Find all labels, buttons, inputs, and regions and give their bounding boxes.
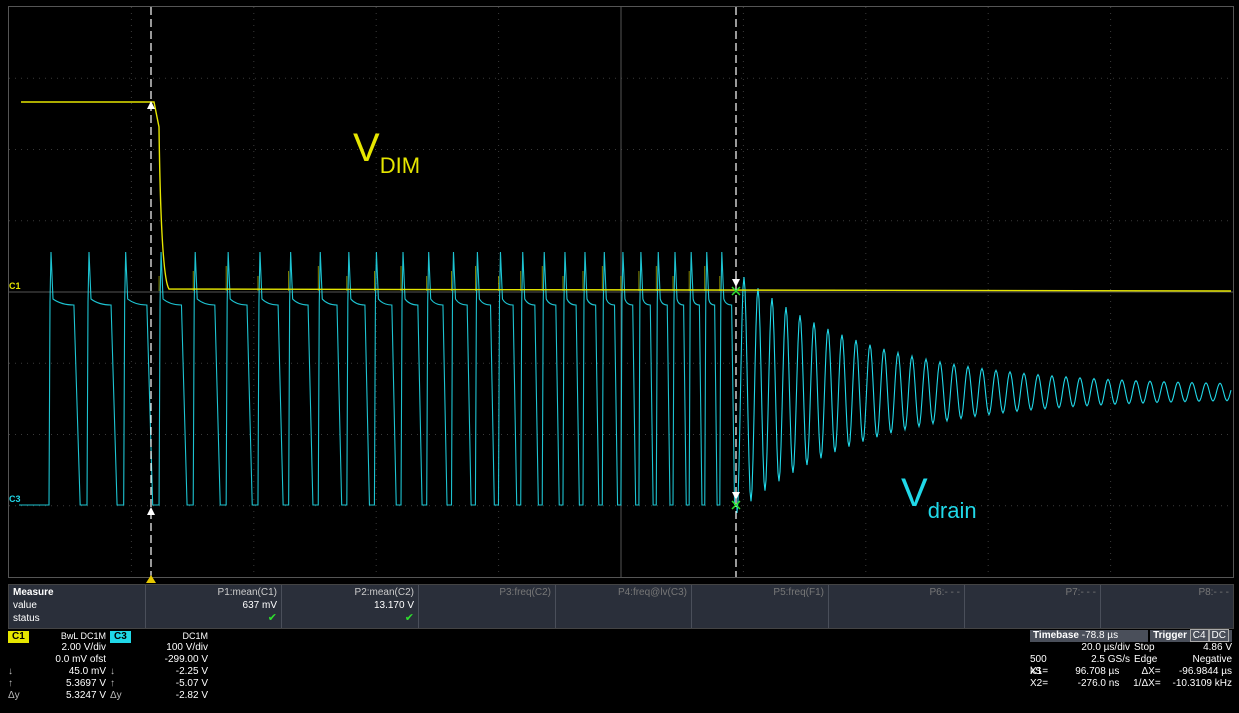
c1-row: 2.00 V/div [61, 642, 106, 653]
cursor-arrow-icon [147, 101, 155, 109]
measure-param-p2[interactable]: P2:mean(C2) 13.170 V ✔ [282, 585, 419, 628]
vdrain-sub-text: drain [927, 498, 977, 523]
measure-param-p1[interactable]: P1:mean(C1) 637 mV ✔ [146, 585, 282, 628]
status-check-icon: ✔ [267, 612, 277, 624]
trigger-descriptor[interactable]: Trigger C4 DC [1150, 629, 1232, 642]
waveform-canvas [9, 7, 1233, 577]
measure-title[interactable]: Measure [13, 587, 54, 598]
vdim-sub-text: DIM [379, 153, 421, 178]
vdim-annotation: VDIM [353, 126, 420, 178]
c3-mode: DC1M [182, 631, 208, 641]
waveform-display[interactable]: VDIM Vdrain [8, 6, 1234, 578]
measure-param-p3[interactable]: P3:freq(C2) [419, 585, 556, 628]
c1-vdim-trace [21, 101, 1232, 292]
status-check-icon: ✔ [404, 612, 414, 624]
c3-row: 100 V/div [166, 642, 208, 653]
param-name: P5:freq(F1) [773, 587, 824, 598]
c1-row: Δy 5.3247 V [8, 690, 106, 701]
cursor-arrow-icon [732, 279, 740, 287]
c1-row: ↓ 45.0 mV [8, 666, 106, 677]
channel-c1-descriptor[interactable]: C1 BwL DC1M 2.00 V/div 0.0 mV ofst ↓ 45.0… [8, 630, 106, 712]
c1-level-tag[interactable]: C1 [9, 281, 21, 291]
param-name: P1:mean(C1) [217, 587, 277, 598]
param-value: 13.170 V [373, 600, 414, 611]
param-name: P3:freq(C2) [499, 587, 551, 598]
param-name: P2:mean(C2) [354, 587, 414, 598]
timebase-descriptor[interactable]: Timebase -78.8 µs [1030, 630, 1149, 642]
vdrain-annotation: Vdrain [901, 471, 977, 523]
param-name: P4:freq@lv(C3) [617, 587, 687, 598]
c1-header: C1 BwL DC1M [8, 630, 106, 643]
measure-param-p4[interactable]: P4:freq@lv(C3) [556, 585, 692, 628]
c3-drain-trace [19, 251, 736, 506]
param-value: 637 mV [242, 600, 277, 611]
c1-mode: BwL DC1M [60, 631, 106, 641]
c1-badge: C1 [8, 631, 29, 643]
measure-param-p7[interactable]: P7:- - - [965, 585, 1101, 628]
cursor-cross-icon [731, 500, 741, 510]
c3-badge: C3 [110, 631, 131, 643]
cursor-row: X2= -276.0 ns 1/ΔX= -10.3109 kHz [1030, 678, 1232, 689]
timebase-row: 20.0 µs/div Stop 4.86 V [1081, 642, 1232, 653]
c3-row: -299.00 V [164, 654, 208, 665]
cursor-arrow-icon [732, 492, 740, 500]
cursor-cross-icon [731, 286, 741, 296]
c3-ringing-trace [736, 276, 1232, 514]
channel-info-panel: C1 BwL DC1M 2.00 V/div 0.0 mV ofst ↓ 45.0… [8, 630, 208, 712]
param-name: P7:- - - [1065, 587, 1096, 598]
c3-header: C3 DC1M [110, 630, 208, 643]
param-name: P8:- - - [1198, 587, 1229, 598]
c3-row: ↑ -5.07 V [110, 678, 208, 689]
trigger-position-marker[interactable] [146, 575, 156, 583]
value-row-label: value [13, 600, 37, 611]
status-row-label: status [13, 613, 40, 624]
vdim-main-text: V [353, 126, 380, 170]
cursor-row: X1= 96.708 µs ΔX= -96.9844 µs [1030, 666, 1232, 677]
measure-param-p5[interactable]: P5:freq(F1) [692, 585, 829, 628]
c3-row: Δy -2.82 V [110, 690, 208, 701]
c3-row: ↓ -2.25 V [110, 666, 208, 677]
timebase-trigger-panel: Timebase -78.8 µs Trigger C4 DC 20.0 µs/d… [1030, 629, 1232, 712]
timebase-trigger-header: Timebase -78.8 µs Trigger C4 DC [1030, 629, 1232, 642]
channel-c3-descriptor[interactable]: C3 DC1M 100 V/div -299.00 V ↓ -2.25 V ↑ -5… [110, 630, 208, 712]
vdrain-main-text: V [901, 471, 928, 515]
c3-level-tag[interactable]: C3 [9, 494, 21, 504]
timebase-row: 500 kS 2.5 GS/s Edge Negative [1030, 654, 1232, 677]
measure-row-labels: Measure value status [9, 585, 146, 628]
measure-table: Measure value status P1:mean(C1) 637 mV … [8, 584, 1234, 629]
cursor-arrow-icon [147, 507, 155, 515]
c1-row: 0.0 mV ofst [55, 654, 106, 665]
measure-param-p6[interactable]: P6:- - - [829, 585, 965, 628]
param-name: P6:- - - [929, 587, 960, 598]
measure-param-p8[interactable]: P8:- - - [1101, 585, 1233, 628]
c1-row: ↑ 5.3697 V [8, 678, 106, 689]
